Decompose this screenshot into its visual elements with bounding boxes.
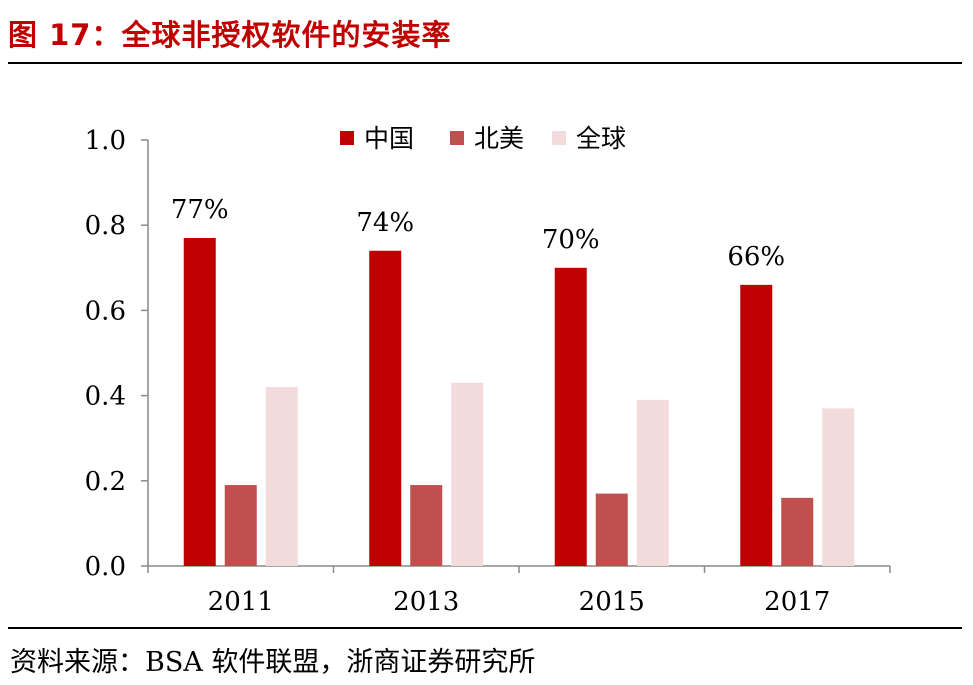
x-tick-label: 2011 bbox=[208, 587, 274, 617]
y-tick-label: 1.0 bbox=[85, 126, 126, 156]
legend-swatch-series-global bbox=[552, 131, 566, 145]
bar-series-global-2015 bbox=[636, 399, 669, 566]
bar-series-global-2017 bbox=[822, 408, 855, 566]
bar-series-china-2015 bbox=[554, 267, 587, 566]
y-tick-label: 0.4 bbox=[85, 382, 126, 412]
top-rule bbox=[8, 62, 962, 64]
y-tick-label: 0.8 bbox=[85, 211, 126, 241]
bar-series-china-2017 bbox=[740, 284, 773, 566]
data-label: 70% bbox=[542, 225, 600, 255]
legend-swatch-series-china bbox=[340, 131, 354, 145]
y-tick-label: 0.6 bbox=[85, 296, 126, 326]
bar-series-north-america-2013 bbox=[410, 485, 443, 566]
x-tick-label: 2013 bbox=[393, 587, 459, 617]
bar-series-china-2013 bbox=[369, 250, 402, 566]
bar-series-global-2011 bbox=[265, 387, 298, 566]
bar-series-global-2013 bbox=[451, 382, 484, 566]
bar-series-north-america-2015 bbox=[595, 493, 628, 566]
x-tick-label: 2017 bbox=[764, 587, 830, 617]
bar-chart: 0.0 0.2 0.4 0.6 0.8 1.0 77% 2011 74% 2013 70% 2015 6… bbox=[85, 124, 891, 617]
data-label: 74% bbox=[356, 208, 414, 238]
legend-label-series-china: 中国 bbox=[364, 124, 414, 153]
legend-label-series-global: 全球 bbox=[576, 124, 626, 153]
x-tick-label: 2015 bbox=[579, 587, 645, 617]
bar-series-north-america-2017 bbox=[781, 497, 814, 566]
data-label: 77% bbox=[171, 195, 229, 225]
bottom-rule bbox=[8, 627, 962, 629]
legend-label-series-north-america: 北美 bbox=[474, 124, 524, 153]
figure-title: 图 17：全球非授权软件的安装率 bbox=[8, 18, 452, 52]
source-note: 资料来源：BSA 软件联盟，浙商证券研究所 bbox=[10, 647, 536, 678]
y-tick-label: 0.2 bbox=[85, 467, 126, 497]
y-tick-label: 0.0 bbox=[85, 552, 126, 582]
data-label: 66% bbox=[727, 242, 785, 272]
legend-swatch-series-north-america bbox=[450, 131, 464, 145]
bar-series-china-2011 bbox=[183, 237, 216, 567]
bar-series-north-america-2011 bbox=[224, 485, 257, 566]
